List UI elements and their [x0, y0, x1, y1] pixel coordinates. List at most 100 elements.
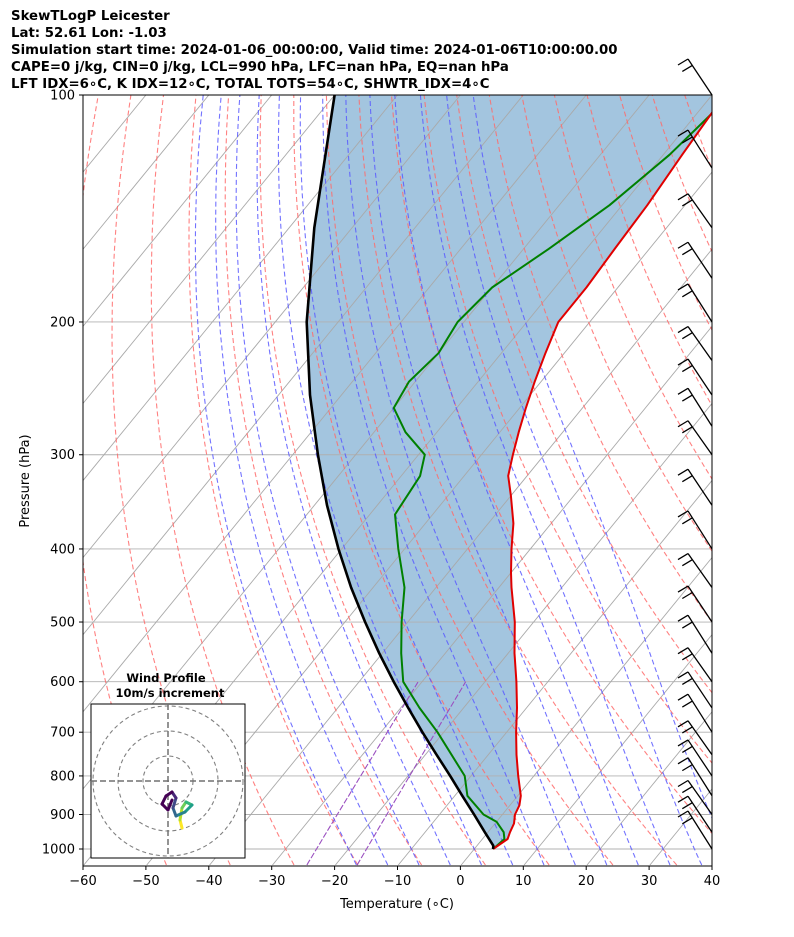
barb-staff — [687, 614, 713, 654]
barb-flag — [681, 726, 693, 734]
dewpoint-line — [392, 112, 712, 850]
parcel-line — [305, 95, 495, 850]
wind-barb — [677, 647, 713, 683]
barb-flag — [681, 700, 693, 708]
wind-barb — [677, 720, 713, 756]
wind-barb — [677, 795, 713, 833]
y-axis-label: Pressure (hPa) — [18, 434, 33, 527]
barb-flag — [677, 720, 689, 728]
x-tick-label: −60 — [69, 874, 96, 889]
hodograph-trace-segment — [174, 810, 187, 818]
wind-barb — [677, 779, 713, 815]
barb-flag — [681, 517, 693, 525]
x-tick-label: −10 — [384, 874, 411, 889]
isotherm-line — [146, 171, 712, 866]
barb-flag — [677, 193, 689, 201]
dry-adiabat-line — [259, 95, 486, 866]
barb-flag — [681, 591, 693, 600]
hodograph-rings — [91, 704, 245, 858]
cape-cin-shade — [306, 95, 712, 849]
isotherm-line — [83, 95, 84, 96]
title-line: Lat: 52.61 Lon: -1.03 — [11, 26, 167, 41]
wind-barb — [677, 420, 713, 456]
wind-barbs — [677, 58, 713, 850]
barb-staff — [687, 193, 713, 229]
x-tick-label: 30 — [641, 874, 658, 889]
moist-adiabat-line — [394, 95, 639, 866]
moist-adiabat-line — [215, 95, 389, 866]
barb-flag — [677, 58, 689, 66]
wind-barb — [677, 693, 713, 733]
x-tick-label: 40 — [704, 874, 721, 889]
moist-adiabat-line — [235, 95, 420, 866]
barb-flag — [677, 129, 689, 137]
wind-barb — [677, 58, 713, 96]
barb-flag — [681, 332, 693, 340]
barb-staff — [687, 420, 713, 456]
wind-barb — [677, 193, 713, 229]
isotherm-line — [83, 95, 587, 713]
isotherm-line — [397, 479, 712, 866]
isotherm-line — [83, 95, 210, 250]
barb-flag — [677, 241, 689, 249]
wind-barb — [677, 241, 713, 279]
wind-barb — [677, 614, 713, 654]
barb-flag — [677, 420, 689, 428]
barb-staff — [687, 510, 713, 550]
barb-flag — [677, 647, 689, 655]
barb-flag — [681, 621, 693, 629]
isotherm-line — [83, 95, 335, 405]
barb-staff — [687, 58, 713, 96]
x-tick-label: 10 — [515, 874, 532, 889]
barb-flag — [681, 290, 693, 298]
barb-flag — [681, 248, 693, 256]
barb-flag — [677, 468, 689, 476]
temperature-line — [492, 111, 712, 850]
x-tick-label: −20 — [321, 874, 348, 889]
hodograph-title: Wind Profile — [126, 671, 206, 685]
y-tick-label: 200 — [50, 315, 75, 330]
moist-adiabat-line — [419, 95, 671, 866]
title-line: Simulation start time: 2024-01-06_00:00:… — [11, 43, 618, 58]
barb-staff — [687, 585, 713, 623]
y-tick-label: 600 — [50, 675, 75, 690]
isotherm-line — [460, 556, 712, 866]
dry-adiabat-line — [651, 95, 712, 253]
barb-flag — [677, 739, 689, 747]
wind-barb — [677, 283, 713, 323]
barb-staff — [687, 241, 713, 279]
y-tick-label: 100 — [50, 89, 75, 104]
barb-flag — [677, 614, 689, 622]
dry-adiabat-line — [188, 95, 359, 866]
isotherm-line — [272, 325, 712, 866]
barb-staff — [687, 810, 713, 850]
barb-flag — [677, 757, 689, 765]
cin-shade-area — [306, 95, 712, 849]
dry-adiabat-line — [423, 95, 712, 764]
wind-barb — [677, 810, 713, 850]
y-tick-label: 1000 — [42, 843, 75, 858]
dry-adiabat-line — [325, 95, 614, 866]
hodograph: Wind Profile 10m/s increment — [90, 671, 246, 859]
hodograph-trace-segment — [171, 796, 178, 810]
wind-barb — [677, 671, 713, 709]
hodograph-trace-segment — [183, 803, 194, 814]
barb-staff — [687, 468, 713, 506]
barb-flag — [681, 559, 693, 567]
wind-barb — [677, 358, 713, 396]
barb-flag — [681, 475, 693, 483]
barb-staff — [687, 739, 713, 777]
wind-barb — [677, 739, 713, 777]
x-axis-label: Temperature (∘C) — [339, 897, 454, 912]
barb-flag — [677, 510, 689, 518]
isotherm-line — [586, 711, 712, 866]
barb-flag — [681, 653, 693, 661]
isotherm-line — [713, 95, 794, 865]
isotherm-line — [83, 95, 273, 328]
dry-adiabat-line — [390, 95, 712, 835]
moist-adiabat-line — [299, 95, 514, 866]
isotherm-line — [209, 248, 712, 866]
dry-adiabat-line — [358, 95, 678, 866]
barb-staff — [687, 283, 713, 323]
moist-adiabat-line — [194, 95, 357, 866]
